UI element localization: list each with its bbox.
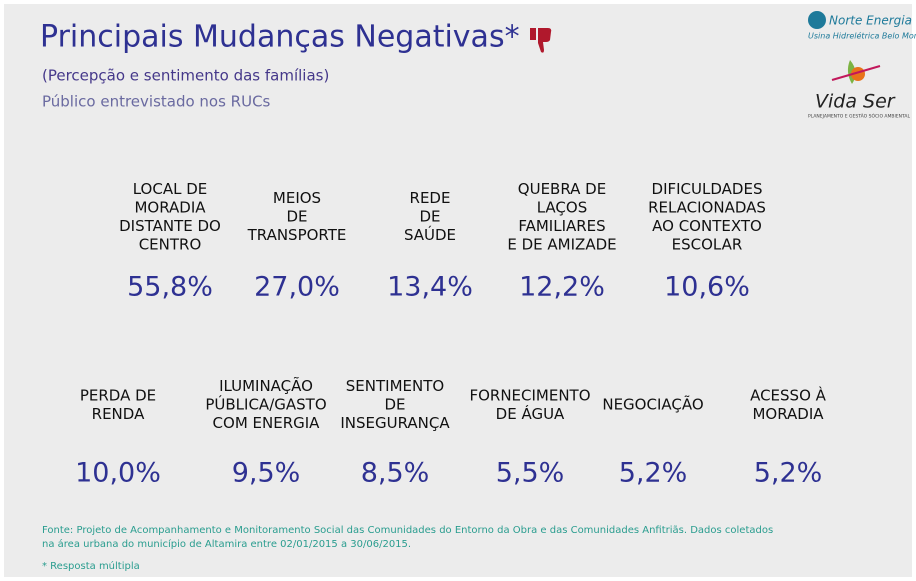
item-value: 10,0% [75,458,161,489]
item-label: DISTANTE DO [119,217,221,235]
item-label: TRANSPORTE [247,226,347,244]
background [4,4,912,577]
item-label: FORNECIMENTO [469,386,590,404]
item-label: MEIOS [273,189,321,207]
item-value: 5,5% [496,458,565,489]
item-value: 12,2% [519,272,605,303]
item-value: 10,6% [664,272,750,303]
subtitle: (Percepção e sentimento das famílias) [42,67,329,85]
vida-logo: Vida Ser [815,91,896,113]
item-label: MORADIA [134,198,206,216]
norte-logo-mark [808,11,826,29]
item-value: 8,5% [361,458,430,489]
item-label: SENTIMENTO [346,377,444,395]
item-label: PERDA DE [80,386,156,404]
source-line: Fonte: Projeto de Acompanhamento e Monit… [42,525,773,536]
item-value: 9,5% [232,458,301,489]
item-label: DE [286,208,307,226]
item-label: FAMILIARES [518,217,605,235]
item-label: DIFICULDADES [652,180,763,198]
item-label: SAÚDE [404,225,456,244]
vida-logo-mark [831,60,881,84]
item-label: ACESSO À [750,385,827,404]
item-label: CENTRO [139,235,202,253]
item-label: MORADIA [752,405,824,423]
item-label: REDE [410,189,451,207]
item-value: 5,2% [619,458,688,489]
audience: Público entrevistado nos RUCs [42,93,271,111]
item-label: NEGOCIAÇÃO [602,395,703,414]
item-label: LOCAL DE [133,180,208,198]
vida-tagline: PLANEJAMENTO E GESTÃO SÓCIO AMBIENTAL [808,113,910,120]
item-label: COM ENERGIA [213,414,321,432]
item-label: DE [419,208,440,226]
item-label: INSEGURANÇA [340,414,450,432]
item-value: 27,0% [254,272,340,303]
item-label: ESCOLAR [672,235,743,253]
norte-logo: Norte Energia [829,14,912,28]
item-value: 55,8% [127,272,213,303]
item-label: QUEBRA DE [518,180,606,198]
title: Principais Mudanças Negativas* [40,20,520,55]
item-label: E DE AMIZADE [507,235,616,253]
norte-tagline: Usina Hidrelétrica Belo Monte [808,31,916,41]
source-line: na área urbana do município de Altamira … [42,538,411,550]
item-label: RELACIONADAS [648,198,766,216]
note: * Resposta múltipla [42,560,140,572]
item-label: PÚBLICA/GASTO [205,395,326,414]
item-label: DE [384,396,405,414]
item-value: 13,4% [387,272,473,303]
item-label: DE ÁGUA [496,404,565,423]
item-label: ILUMINAÇÃO [219,376,313,395]
thumbs-down-icon [530,28,552,53]
item-label: RENDA [92,405,145,423]
item-label: AO CONTEXTO [652,217,762,235]
item-label: LAÇOS [537,198,588,216]
item-value: 5,2% [754,458,823,489]
